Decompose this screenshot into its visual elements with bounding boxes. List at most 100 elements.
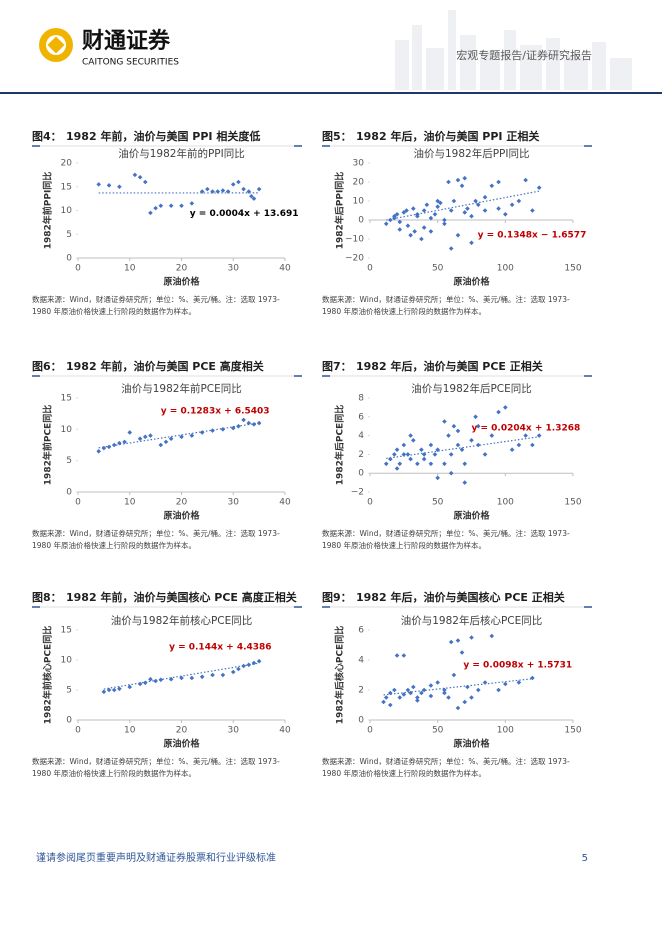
point xyxy=(462,480,467,485)
point xyxy=(231,670,236,675)
x-tick-label: 100 xyxy=(497,498,514,508)
chart-title: 油价与1982年前的PPI同比 xyxy=(118,147,244,160)
x-tick-label: 10 xyxy=(124,498,136,508)
point xyxy=(231,182,236,187)
point xyxy=(435,204,440,209)
point xyxy=(200,430,205,435)
point xyxy=(190,201,195,206)
point xyxy=(442,222,447,227)
point xyxy=(406,688,411,693)
y-tick-label: 0 xyxy=(358,216,364,226)
source-note: 1980 年原油价格快速上行阶段的数据作为样本。 xyxy=(32,306,196,316)
point xyxy=(395,653,400,658)
point xyxy=(456,233,461,238)
figure-label: 图5： xyxy=(322,130,352,143)
point xyxy=(446,180,451,185)
x-tick-label: 20 xyxy=(176,726,188,736)
y-tick-label: 0 xyxy=(66,254,72,264)
chart-title: 油价与1982年后核心PCE同比 xyxy=(401,614,543,627)
trendline-equation: y = 0.0098x + 1.5731 xyxy=(463,661,572,671)
report-type: 宏观专题报告/证券研究报告 xyxy=(456,48,592,62)
point xyxy=(415,462,420,467)
point xyxy=(388,703,393,708)
x-tick-label: 50 xyxy=(432,726,444,736)
point xyxy=(102,690,107,695)
point xyxy=(392,688,397,693)
point xyxy=(456,443,461,448)
source-note: 1980 年原油价格快速上行阶段的数据作为样本。 xyxy=(322,540,486,550)
point xyxy=(530,676,535,681)
point xyxy=(442,691,447,696)
y-tick-label: 0 xyxy=(66,488,72,498)
point xyxy=(449,246,454,251)
point xyxy=(411,685,416,690)
x-axis-label: 原油价格 xyxy=(453,510,490,522)
trendline-equation: y = 0.1348x − 1.6577 xyxy=(478,231,587,241)
point xyxy=(117,441,122,446)
figure: 图5：1982 年后，油价与美国 PPI 正相关油价与1982年后PPI同比−2… xyxy=(322,129,592,316)
point xyxy=(408,457,413,462)
y-tick-label: 4 xyxy=(358,431,364,441)
x-tick-label: 150 xyxy=(564,726,581,736)
point xyxy=(433,212,438,217)
point xyxy=(496,206,501,211)
point xyxy=(236,180,241,185)
point xyxy=(408,433,413,438)
x-axis-label: 原油价格 xyxy=(163,738,200,750)
point xyxy=(469,695,474,700)
point xyxy=(449,640,454,645)
point xyxy=(422,225,427,230)
figure: 图8：1982 年前，油价与美国核心 PCE 高度正相关油价与1982年前核心P… xyxy=(32,590,302,778)
trendline xyxy=(386,191,539,220)
point xyxy=(252,661,257,666)
point xyxy=(462,176,467,181)
point xyxy=(465,206,470,211)
point xyxy=(96,449,101,454)
point xyxy=(205,187,210,192)
point xyxy=(153,679,158,684)
x-axis-label: 原油价格 xyxy=(163,510,200,522)
point xyxy=(462,700,467,705)
point xyxy=(473,415,478,420)
chart-title: 油价与1982年前PCE同比 xyxy=(121,382,242,395)
y-tick-label: 5 xyxy=(66,456,72,466)
y-tick-label: 20 xyxy=(353,178,365,188)
point xyxy=(425,203,430,208)
source-note: 1980 年原油价格快速上行阶段的数据作为样本。 xyxy=(32,540,196,550)
source-note: 1980 年原油价格快速上行阶段的数据作为样本。 xyxy=(322,306,486,316)
figure-label: 图8： xyxy=(32,591,62,604)
point xyxy=(397,695,402,700)
point xyxy=(429,694,434,699)
point xyxy=(452,424,457,429)
y-tick-label: −20 xyxy=(345,254,364,264)
y-tick-label: 20 xyxy=(61,159,73,169)
point xyxy=(449,471,454,476)
trendline xyxy=(384,679,533,695)
point xyxy=(496,180,501,185)
point xyxy=(456,429,461,434)
y-tick-label: 0 xyxy=(358,716,364,726)
point xyxy=(429,683,434,688)
point xyxy=(143,180,148,185)
point xyxy=(530,208,535,213)
point xyxy=(496,410,501,415)
y-tick-label: 0 xyxy=(358,469,364,479)
logo-en: CAITONG SECURITIES xyxy=(82,58,179,68)
point xyxy=(164,440,169,445)
source-note: 数据来源：Wind，财通证券研究所；单位：%、美元/桶。注：选取 1973- xyxy=(322,756,570,766)
x-tick-label: 30 xyxy=(228,264,240,274)
point xyxy=(469,635,474,640)
point xyxy=(530,443,535,448)
y-tick-label: 10 xyxy=(61,206,73,216)
source-note: 数据来源：Wind，财通证券研究所；单位：%、美元/桶。注：选取 1973- xyxy=(322,528,570,538)
point xyxy=(159,203,164,208)
y-tick-label: 0 xyxy=(66,716,72,726)
trendline xyxy=(99,423,259,448)
trendline-equation: y = 0.1283x + 6.5403 xyxy=(161,407,270,417)
point xyxy=(460,184,465,189)
point xyxy=(446,433,451,438)
point xyxy=(517,199,522,204)
point xyxy=(490,184,495,189)
point xyxy=(429,443,434,448)
